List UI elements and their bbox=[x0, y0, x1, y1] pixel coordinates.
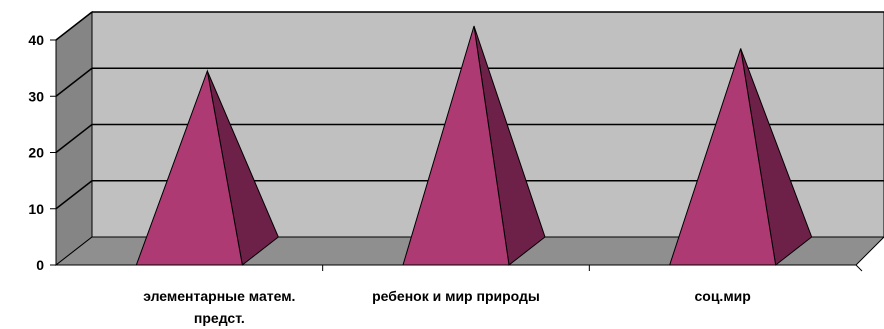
pyramid-front-face bbox=[402, 25, 510, 266]
x-tick-mark bbox=[855, 264, 863, 272]
x-category-label: соц.мир bbox=[694, 288, 750, 304]
x-category-label: ребенок и мир природы bbox=[372, 288, 540, 304]
gridline-side bbox=[55, 123, 93, 154]
y-tick-label: 20 bbox=[28, 145, 44, 161]
pyramid-front-face bbox=[668, 48, 777, 266]
pyramid-2 bbox=[402, 25, 546, 266]
y-tick-label: 40 bbox=[28, 32, 44, 48]
pyramid-1 bbox=[135, 69, 279, 266]
y-tick-label: 10 bbox=[28, 201, 44, 217]
y-tick-label: 30 bbox=[28, 88, 44, 104]
gridline-side bbox=[55, 180, 93, 210]
gridline-side bbox=[55, 67, 93, 97]
pyramid-3 bbox=[668, 48, 813, 266]
x-category-label: предст. bbox=[194, 310, 245, 326]
y-tick-label: 0 bbox=[36, 257, 44, 273]
x-axis-labels: элементарные матем. предст. ребенок и мир … bbox=[143, 288, 751, 326]
pyramid-marks bbox=[135, 25, 813, 266]
x-category-label: элементарные матем. bbox=[143, 288, 295, 304]
gridline-side bbox=[55, 11, 93, 41]
pyramid-front-face bbox=[135, 69, 243, 266]
